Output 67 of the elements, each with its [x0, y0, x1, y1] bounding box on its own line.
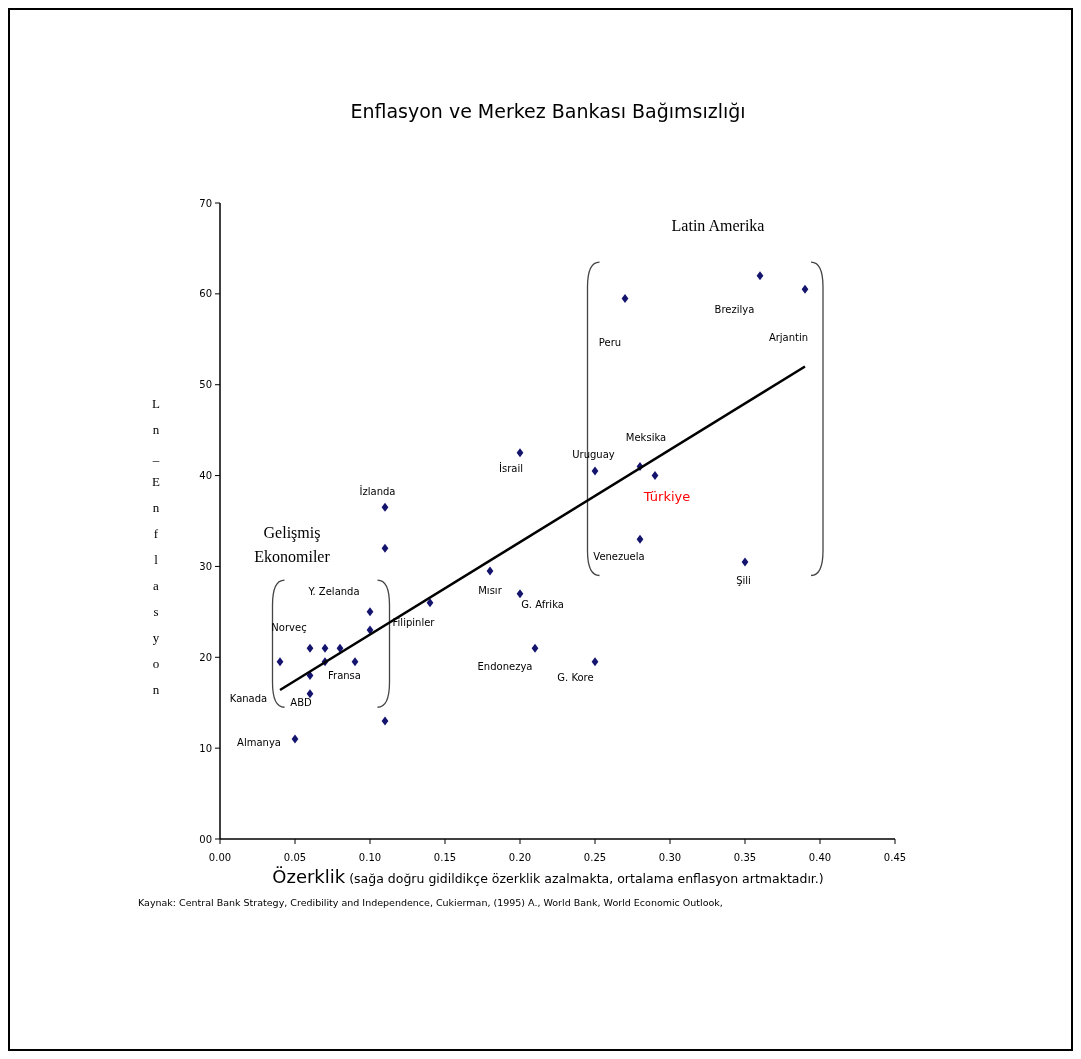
point [306, 689, 314, 699]
point [336, 643, 344, 653]
point [741, 557, 749, 567]
point [381, 716, 389, 726]
point [756, 271, 764, 281]
x-tick-label: 0.30 [658, 852, 682, 863]
y-tick-label: 70 [199, 197, 212, 209]
x-tick-label: 0.35 [733, 852, 757, 863]
x-tick-label: 0.45 [883, 852, 907, 863]
point [381, 543, 389, 553]
point [801, 284, 809, 294]
point [486, 566, 494, 576]
point [321, 643, 329, 653]
point [366, 607, 374, 617]
annotation: Türkiye [642, 489, 691, 505]
point [291, 734, 299, 744]
annotation: İzlanda [359, 485, 396, 498]
annotation: Venezuela [593, 550, 645, 562]
point [651, 471, 659, 481]
annotation: Filipinler [392, 617, 436, 629]
annotation: G. Afrika [521, 599, 564, 611]
annotation: Şili [736, 574, 751, 586]
annotation: Meksika [625, 431, 667, 443]
y-tick-label: 00 [199, 833, 212, 845]
point [591, 466, 599, 476]
point [426, 598, 434, 608]
chart-title: Enflasyon ve Merkez Bankası Bağımsızlığı [350, 100, 746, 122]
point [306, 643, 314, 653]
x-tick-label: 0.05 [283, 852, 307, 863]
point [621, 293, 629, 303]
y-tick-label: 50 [199, 379, 212, 391]
annotation: Almanya [237, 737, 281, 749]
annotation: Mısır [478, 584, 503, 596]
y-tick-label: 10 [199, 742, 212, 754]
point [636, 534, 644, 544]
x-tick-label: 0.10 [358, 852, 382, 863]
x-tick-label: 0.20 [508, 852, 532, 863]
y-tick-label: 30 [199, 560, 212, 572]
x-tick-label: 0.40 [808, 852, 832, 863]
annotation: Gelişmiş Ekonomiler [254, 523, 331, 565]
y-tick-label: 60 [199, 288, 212, 300]
point [531, 643, 539, 653]
x-tick-label: 0.15 [433, 852, 457, 863]
point [516, 448, 524, 458]
annotation: Fransa [328, 669, 361, 681]
annotation: ABD [290, 697, 312, 709]
point [516, 589, 524, 599]
x-tick-label: 0.00 [208, 852, 232, 863]
x-axis-title: Özerklik (sağa doğru gidildikçe özerklik azalmakta, ortalama enflasyon artmaktadır.) [272, 866, 824, 887]
annotation: Y. Zelanda [307, 586, 360, 598]
text: Ln_Enflasyon [152, 396, 160, 697]
text: Kaynak: Central Bank Strategy, Credibility and Independence, Cukierman, (1995) A., World Bank, World Economic Outlook, [138, 897, 723, 908]
point [591, 657, 599, 667]
point [381, 502, 389, 512]
annotation: Endonezya [477, 660, 533, 672]
annotation: Peru [598, 336, 622, 348]
point [351, 657, 359, 667]
annotation: Brezilya [714, 303, 755, 315]
annotation: Arjantin [768, 331, 809, 343]
annotation: G. Kore [557, 671, 594, 683]
y-tick-label: 40 [199, 470, 212, 482]
annotation: Kanada [229, 692, 268, 704]
annotation: İsrail [499, 461, 523, 474]
annotation: Latin Amerika [671, 217, 765, 235]
y-tick-label: 20 [199, 651, 212, 663]
x-tick-label: 0.25 [583, 852, 607, 863]
point [276, 657, 284, 667]
